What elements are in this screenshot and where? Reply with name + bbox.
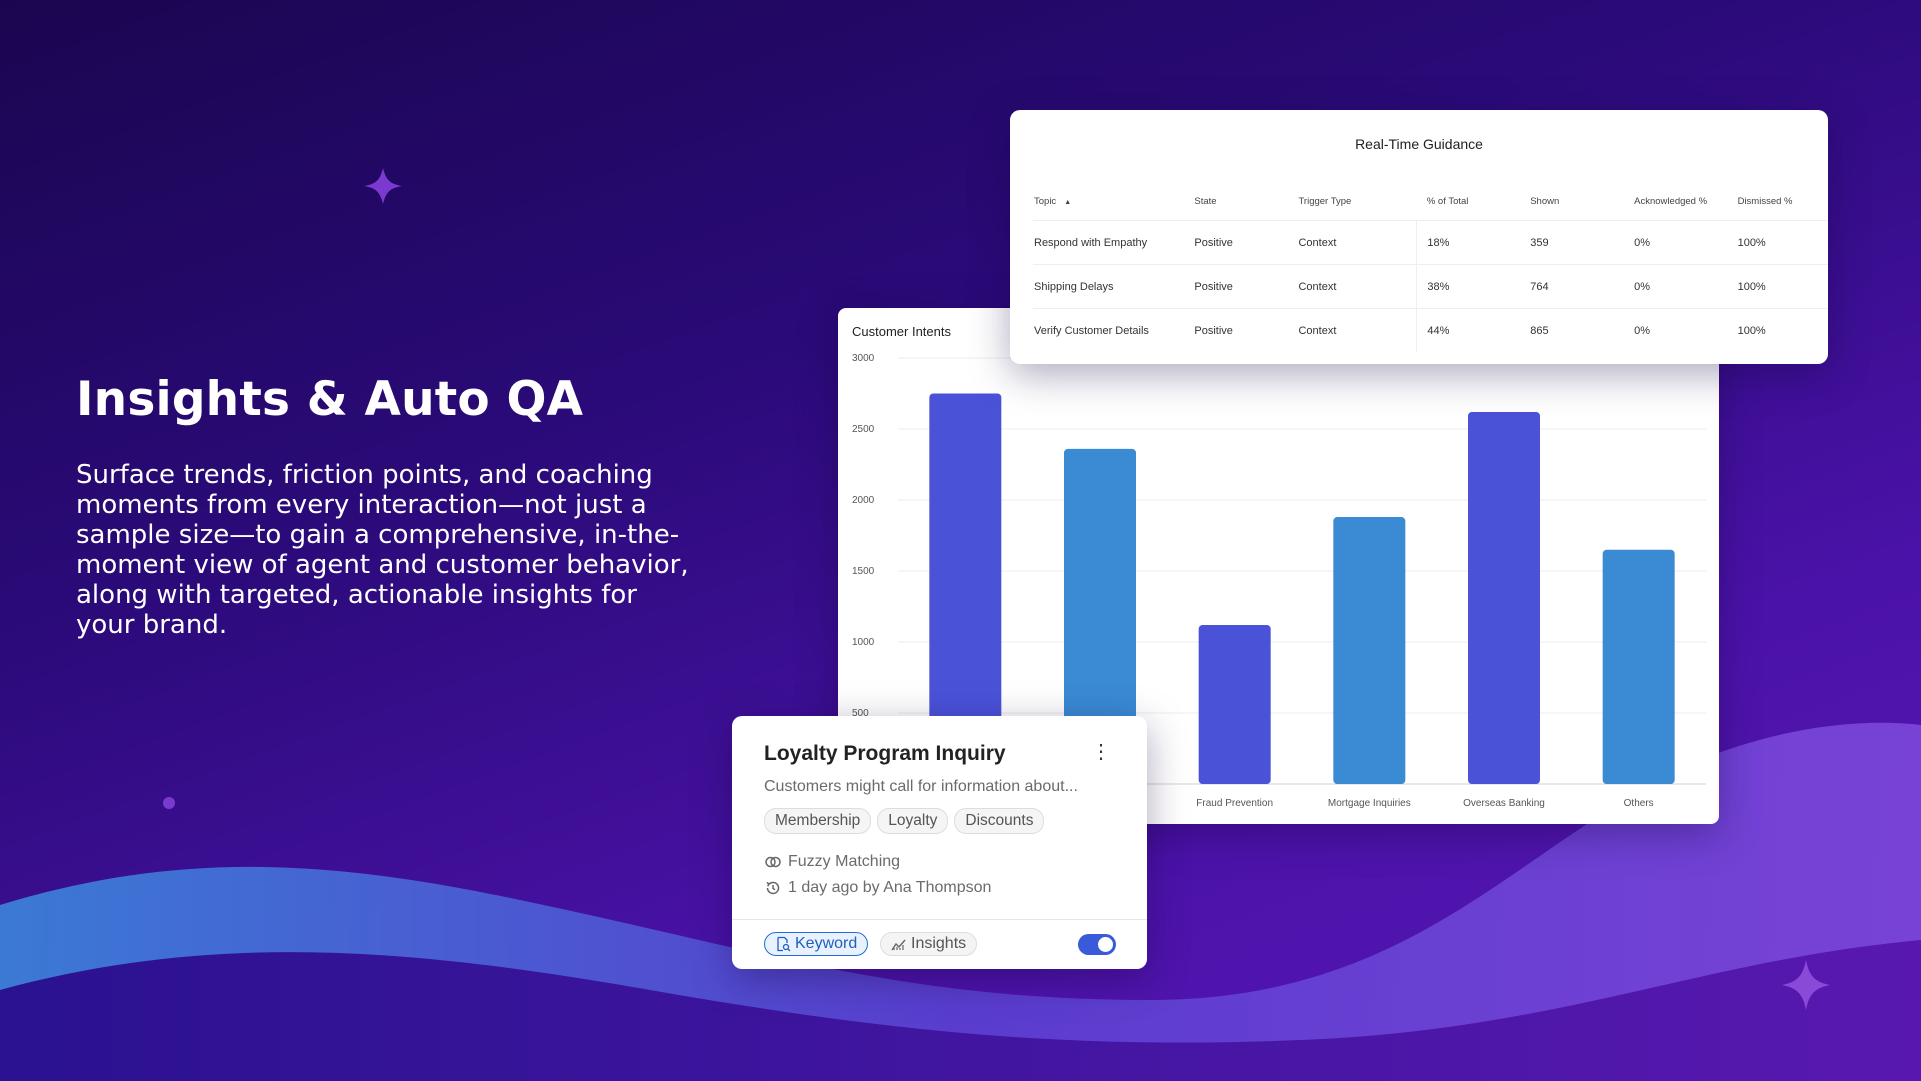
insights-button[interactable]: Insights (880, 932, 978, 956)
matching-label: Fuzzy Matching (788, 853, 901, 870)
hero-description: Surface trends, friction points, and coa… (76, 460, 689, 640)
cell-state: Positive (1193, 308, 1298, 352)
insights-chart-icon (891, 939, 906, 951)
table-row[interactable]: Respond with Empathy Positive Context 18… (1033, 220, 1828, 265)
cell-acknowledged: 0% (1633, 264, 1737, 309)
cell-trigger-type: Context (1297, 308, 1417, 352)
cell-topic: Shipping Delays (1033, 264, 1194, 309)
column-header-state[interactable]: State (1194, 195, 1217, 207)
cell-topic: Respond with Empathy (1033, 220, 1194, 265)
cell-shown: 865 (1529, 308, 1634, 352)
column-header-label: Topic (1034, 195, 1057, 207)
tag-chip[interactable]: Discounts (954, 808, 1045, 834)
x-tick-label: Overseas Banking (1463, 798, 1545, 809)
y-tick-label: 1500 (852, 566, 875, 577)
cell-shown: 764 (1529, 264, 1634, 309)
keyword-button[interactable]: Keyword (764, 932, 869, 956)
enable-toggle[interactable] (1078, 934, 1116, 955)
cell-percent-total: 18% (1416, 220, 1530, 265)
table-header-row: Topic ▲ State Trigger Type % of Total Sho… (1033, 182, 1828, 221)
toggle-knob (1098, 937, 1113, 952)
cell-state: Positive (1193, 264, 1298, 309)
tag-chip[interactable]: Loyalty (877, 808, 949, 834)
cell-shown: 359 (1529, 220, 1634, 265)
y-tick-label: 500 (852, 708, 869, 719)
y-tick-label: 1000 (852, 637, 875, 648)
table-row[interactable]: Verify Customer Details Positive Context… (1033, 308, 1828, 352)
sparkle-icon (364, 168, 402, 204)
card-divider (732, 919, 1147, 920)
x-tick-label: Mortgage Inquiries (1328, 798, 1411, 809)
bar (1198, 624, 1271, 784)
kebab-menu-icon[interactable]: ⋮ (1091, 741, 1111, 763)
loyalty-program-card[interactable]: Loyalty Program Inquiry ⋮ Customers migh… (732, 716, 1147, 969)
y-tick-label: 3000 (852, 353, 875, 364)
dot-decoration (163, 797, 175, 809)
cell-percent-total: 38% (1416, 264, 1530, 309)
customer-intents-chart-card: Customer Intents 3000 2500 2000 1500 1000 500… (838, 308, 1719, 824)
cell-trigger-type: Context (1297, 220, 1417, 265)
tag-chip[interactable]: Membership (764, 808, 872, 834)
hero-title: Insights & Auto QA (76, 372, 584, 427)
x-tick-label: Others (1624, 798, 1654, 809)
guidance-table: Topic ▲ State Trigger Type % of Total Sho… (1033, 182, 1828, 352)
sort-ascending-icon[interactable]: ▲ (1064, 198, 1072, 206)
real-time-guidance-card: Real-Time Guidance Topic ▲ State Trigger … (1010, 110, 1828, 364)
sparkle-icon (1782, 960, 1830, 1010)
bar (929, 393, 1002, 784)
bar (1333, 517, 1406, 784)
card-title: Loyalty Program Inquiry (764, 742, 1006, 765)
x-tick-label: Fraud Prevention (1196, 798, 1273, 809)
history-label: 1 day ago by Ana Thompson (788, 879, 992, 896)
table-row[interactable]: Shipping Delays Positive Context 38% 764… (1033, 264, 1828, 309)
card-description: Customers might call for information abo… (764, 778, 1078, 795)
cell-dismissed: 100% (1736, 220, 1828, 265)
cell-trigger-type: Context (1297, 264, 1417, 309)
customer-intents-chart: 30002500200015001000500esFraud Preventio… (852, 353, 1706, 809)
keyword-label: Keyword (795, 935, 858, 952)
fuzzy-matching-icon (765, 856, 781, 868)
history-info: 1 day ago by Ana Thompson (764, 879, 991, 897)
keyword-search-icon (777, 936, 791, 952)
history-icon (766, 881, 780, 895)
cell-dismissed: 100% (1736, 308, 1828, 352)
y-tick-label: 2500 (852, 424, 875, 435)
cell-acknowledged: 0% (1633, 308, 1737, 352)
insights-label: Insights (911, 935, 967, 952)
bar (1064, 448, 1136, 784)
cell-percent-total: 44% (1416, 308, 1530, 352)
column-header-shown[interactable]: Shown (1530, 195, 1560, 207)
bar (1468, 411, 1540, 784)
column-header-acknowledged[interactable]: Acknowledged % (1634, 195, 1708, 207)
tag-list: Membership Loyalty Discounts (764, 808, 1045, 834)
chart-title: Customer Intents (852, 324, 951, 339)
matching-info: Fuzzy Matching (764, 853, 900, 871)
cell-dismissed: 100% (1736, 264, 1828, 309)
cell-acknowledged: 0% (1633, 220, 1737, 265)
wave-dark (0, 940, 1921, 1081)
y-tick-label: 2000 (852, 495, 875, 506)
column-header-topic[interactable]: Topic ▲ (1033, 182, 1193, 221)
cell-topic: Verify Customer Details (1033, 308, 1194, 352)
bar (1602, 549, 1675, 784)
column-header-dismissed[interactable]: Dismissed % (1737, 195, 1793, 207)
column-header-percent-total[interactable]: % of Total (1426, 195, 1469, 207)
cell-state: Positive (1193, 220, 1298, 265)
table-title: Real-Time Guidance (1355, 136, 1483, 152)
column-header-trigger-type[interactable]: Trigger Type (1298, 195, 1352, 207)
